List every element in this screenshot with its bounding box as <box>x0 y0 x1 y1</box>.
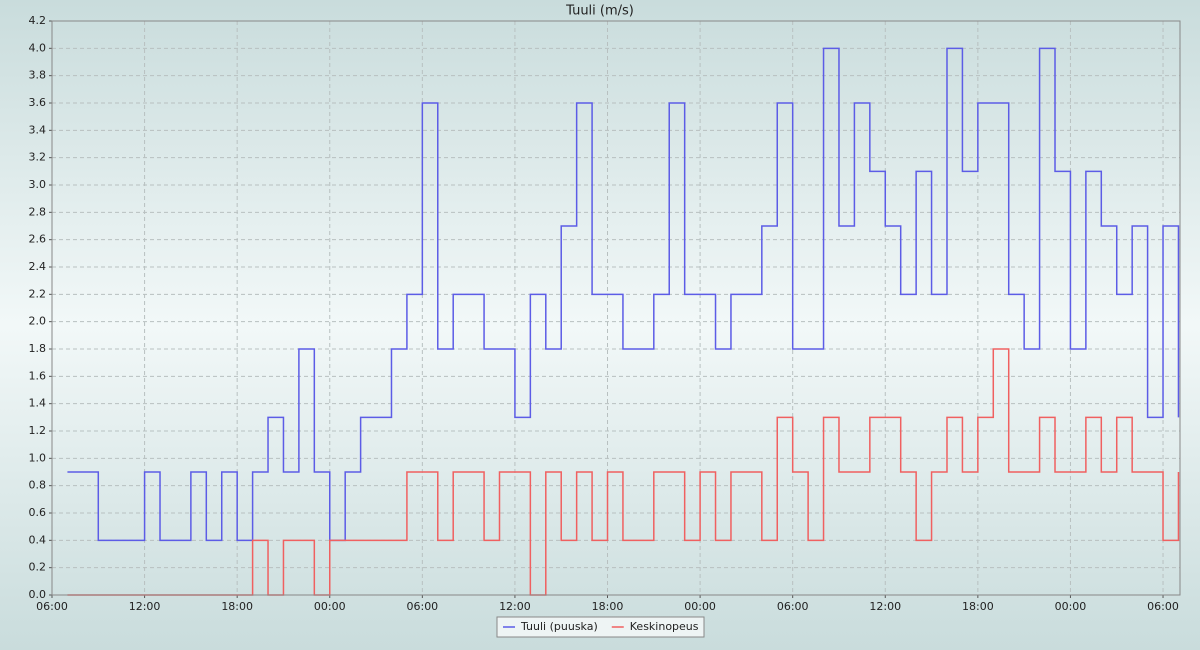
series-line <box>67 47 1180 542</box>
x-tick-label: 00:00 <box>1055 600 1087 613</box>
y-tick-label: 2.4 <box>29 260 47 273</box>
y-tick-label: 4.0 <box>29 41 47 54</box>
y-tick-label: 1.0 <box>29 451 47 464</box>
x-tick-label: 18:00 <box>592 600 624 613</box>
y-tick-label: 3.0 <box>29 178 47 191</box>
y-tick-label: 1.2 <box>29 424 47 437</box>
x-tick-label: 18:00 <box>221 600 253 613</box>
y-tick-label: 1.8 <box>29 342 47 355</box>
y-tick-label: 0.4 <box>29 533 47 546</box>
y-tick-label: 2.8 <box>29 205 47 218</box>
y-tick-label: 3.4 <box>29 123 47 136</box>
legend-label: Tuuli (puuska) <box>520 620 598 633</box>
x-tick-label: 06:00 <box>406 600 438 613</box>
legend-box <box>496 616 705 638</box>
legend-label: Keskinopeus <box>630 620 699 633</box>
y-tick-label: 3.2 <box>29 151 47 164</box>
chart-title: Tuuli (m/s) <box>565 4 634 19</box>
y-tick-label: 0.8 <box>29 479 47 492</box>
x-tick-label: 00:00 <box>314 600 346 613</box>
y-tick-label: 2.0 <box>29 315 47 328</box>
y-tick-label: 2.2 <box>29 287 47 300</box>
y-tick-label: 4.2 <box>29 14 47 27</box>
x-tick-label: 06:00 <box>36 600 68 613</box>
y-tick-label: 1.4 <box>29 397 47 410</box>
y-tick-label: 0.6 <box>29 506 47 519</box>
y-tick-label: 1.6 <box>29 369 47 382</box>
y-tick-label: 0.2 <box>29 561 47 574</box>
y-tick-label: 0.0 <box>29 588 47 601</box>
y-tick-label: 3.6 <box>29 96 47 109</box>
x-tick-label: 00:00 <box>684 600 716 613</box>
x-tick-label: 06:00 <box>1147 600 1179 613</box>
plot-frame <box>51 20 1181 596</box>
x-tick-label: 12:00 <box>129 600 161 613</box>
x-tick-label: 12:00 <box>499 600 531 613</box>
y-tick-label: 3.8 <box>29 69 47 82</box>
y-tick-label: 2.6 <box>29 233 47 246</box>
x-tick-label: 12:00 <box>869 600 901 613</box>
series-line <box>67 348 1180 596</box>
x-tick-label: 06:00 <box>777 600 809 613</box>
x-tick-label: 18:00 <box>962 600 994 613</box>
